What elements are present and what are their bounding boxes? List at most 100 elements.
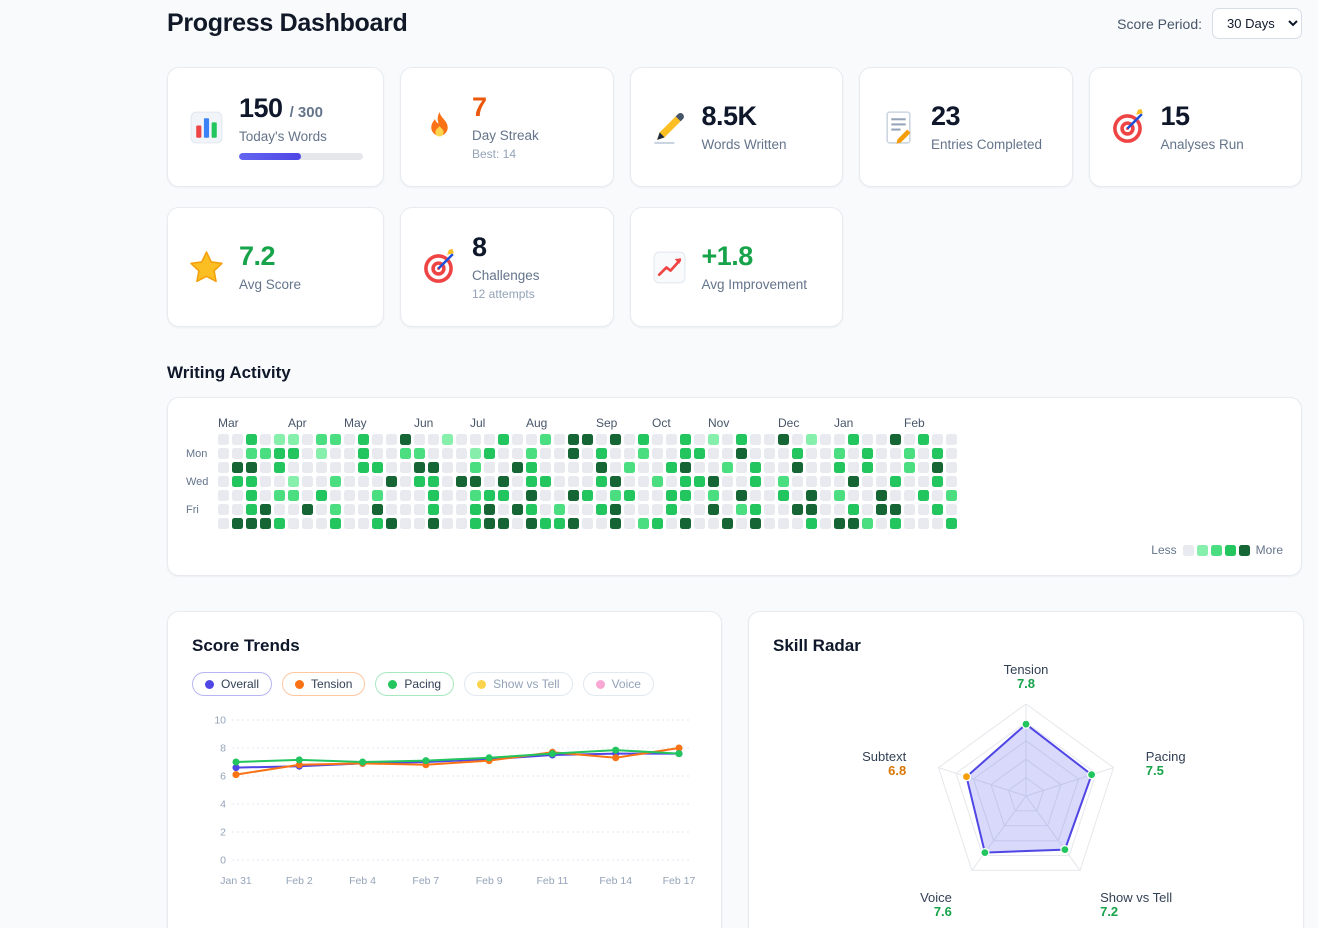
heatmap-cell [358,462,369,473]
legend-chip-show-vs-tell[interactable]: Show vs Tell [464,672,573,696]
heatmap-cell [610,490,621,501]
heatmap-cell [456,504,467,515]
charts-row: Score Trends Overall Tension Pacing Show vs… [167,611,1304,928]
legend-label-voice: Voice [611,677,641,691]
heatmap-month-label: Oct [652,416,671,430]
heatmap-cell [610,434,621,445]
svg-text:7.6: 7.6 [934,904,952,919]
heatmap-cell [386,448,397,459]
heatmap-cell [792,490,803,501]
heatmap-cell [918,490,929,501]
bar-chart-icon [188,109,225,146]
heatmap-cell [246,476,257,487]
heatmap-cell [484,448,495,459]
heatmap-cell [512,490,523,501]
stats-grid: 150 / 300 Today's Words 7 Day Streak Best: 14… [167,67,1302,327]
heatmap-cell [596,434,607,445]
heatmap-cell [778,434,789,445]
heatmap-legend: Less More [186,543,1283,557]
heatmap-week-column [232,434,243,529]
svg-text:Feb 17: Feb 17 [663,875,696,887]
heatmap-cell [764,504,775,515]
heatmap-week-column [470,434,481,529]
heatmap-cell [792,462,803,473]
heatmap-cell [582,504,593,515]
legend-dot-overall [205,679,214,689]
heatmap-cell [694,462,705,473]
heatmap-cell [862,462,873,473]
heatmap-cell [848,504,859,515]
heatmap-cell [750,448,761,459]
heatmap-cell [302,462,313,473]
heatmap-cell [260,490,271,501]
heatmap-cell [470,518,481,529]
heatmap-cell [400,462,411,473]
heatmap-cell [834,448,845,459]
heatmap-cell [666,476,677,487]
heatmap-cell [484,490,495,501]
heatmap-week-column [288,434,299,529]
heatmap-cell [764,476,775,487]
heatmap-cell [498,462,509,473]
legend-chip-overall[interactable]: Overall [192,672,273,696]
heatmap-month-label: Nov [708,416,730,430]
heatmap-cell [288,518,299,529]
heatmap-cell [260,448,271,459]
heatmap-cell [568,518,579,529]
score-period-label: Score Period: [1117,15,1202,32]
heatmap-cell [456,476,467,487]
heatmap-week-column [820,434,831,529]
words-progress-bar [239,152,363,160]
heatmap-week-column [330,434,341,529]
heatmap-cell [442,434,453,445]
heatmap-month-label: Mar [218,416,239,430]
heatmap-cell [722,448,733,459]
heatmap-cell [498,504,509,515]
heatmap-cell [568,462,579,473]
heatmap-cell [428,476,439,487]
svg-text:Subtext: Subtext [862,749,906,764]
heatmap-legend-swatch [1238,544,1250,556]
heatmap-cell [918,462,929,473]
heatmap-cell [232,504,243,515]
heatmap-cell [582,518,593,529]
heatmap-cell [218,434,229,445]
heatmap-week-column [316,434,327,529]
heatmap-cell [540,518,551,529]
heatmap-month-label: Jun [414,416,434,430]
stat-card-entries-completed: 23 Entries Completed [859,67,1073,187]
heatmap-cell [638,434,649,445]
heatmap-cell [694,476,705,487]
heatmap-cell [526,448,537,459]
score-trends-card: Score Trends Overall Tension Pacing Show vs… [167,611,722,928]
heatmap-cell [848,476,859,487]
heatmap-grid [218,434,957,529]
heatmap-cell [820,462,831,473]
heatmap-cell [218,504,229,515]
heatmap-week-column [260,434,271,529]
legend-chip-voice[interactable]: Voice [582,672,654,696]
heatmap-cell [218,462,229,473]
star-icon [188,249,225,286]
heatmap-cell [274,504,285,515]
heatmap-cell [554,490,565,501]
heatmap-cell [540,490,551,501]
heatmap-cell [414,518,425,529]
heatmap-cell [834,476,845,487]
score-trends-legend: Overall Tension Pacing Show vs Tell Voice [192,672,697,696]
heatmap-cell [932,476,943,487]
legend-chip-tension[interactable]: Tension [282,672,366,696]
heatmap-cell [778,518,789,529]
heatmap-cell [932,518,943,529]
heatmap-cell [260,518,271,529]
heatmap-cell [932,448,943,459]
heatmap-cell [400,476,411,487]
heatmap-cell [526,490,537,501]
legend-chip-pacing[interactable]: Pacing [375,672,455,696]
heatmap-cell [596,476,607,487]
stat-card-words-written: 8.5K Words Written [629,67,843,187]
heatmap-week-column [806,434,817,529]
heatmap-cell [666,434,677,445]
heatmap-cell [246,490,257,501]
score-period-select[interactable]: 30 Days [1212,8,1302,39]
